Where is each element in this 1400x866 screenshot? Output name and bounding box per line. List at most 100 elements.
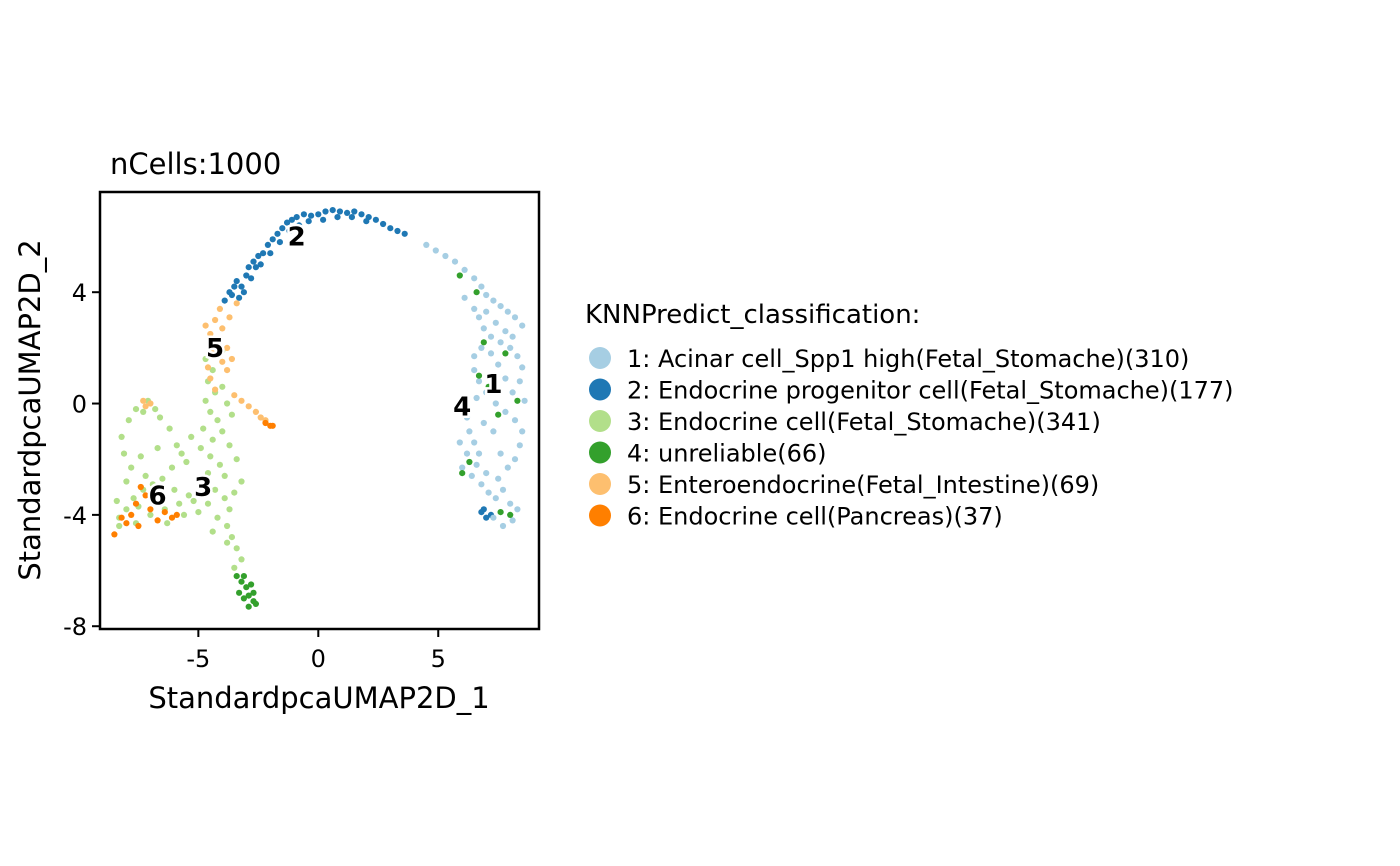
data-point-cluster-2 — [300, 211, 307, 218]
y-tick-label: 4 — [72, 279, 87, 307]
data-point-cluster-3 — [171, 486, 178, 493]
data-point-cluster-1 — [461, 266, 468, 273]
data-point-cluster-1 — [492, 319, 499, 326]
cluster-label-4: 4 — [453, 392, 471, 422]
data-point-cluster-1 — [463, 450, 471, 457]
data-point-cluster-1 — [516, 442, 523, 449]
data-point-cluster-3 — [118, 433, 125, 440]
data-point-cluster-3 — [233, 545, 240, 552]
data-point-cluster-2 — [284, 219, 291, 226]
y-axis: -8 -4 0 4 — [63, 279, 100, 641]
data-point-cluster-1 — [459, 464, 466, 471]
data-point-cluster-2 — [240, 289, 247, 296]
cluster-label-5: 5 — [206, 334, 224, 364]
data-point-cluster-3 — [137, 453, 144, 460]
data-point-cluster-1 — [475, 314, 483, 321]
data-point-cluster-5 — [224, 344, 231, 351]
legend-title: KNNPredict_classification: — [585, 300, 920, 330]
data-point-cluster-4 — [238, 578, 245, 585]
data-point-cluster-3 — [190, 497, 197, 505]
data-point-cluster-3 — [168, 464, 176, 471]
data-point-cluster-6 — [118, 514, 125, 521]
y-tick-label: -4 — [63, 502, 87, 530]
legend-key — [589, 378, 611, 401]
data-point-cluster-2 — [315, 211, 322, 218]
data-point-cluster-3 — [188, 433, 195, 440]
data-point-cluster-2 — [394, 227, 401, 235]
data-point-cluster-3 — [238, 478, 245, 485]
data-point-cluster-2 — [228, 291, 235, 299]
data-point-cluster-3 — [176, 500, 183, 507]
data-point-cluster-4 — [514, 397, 521, 404]
data-point-cluster-1 — [478, 283, 485, 290]
data-point-cluster-2 — [293, 214, 300, 221]
cluster-label-6: 6 — [149, 481, 167, 511]
data-point-cluster-5 — [140, 397, 147, 404]
data-point-cluster-4 — [252, 600, 259, 608]
data-point-cluster-3 — [123, 478, 130, 485]
data-point-cluster-1 — [502, 408, 509, 415]
data-point-cluster-1 — [485, 489, 492, 496]
data-point-cluster-3 — [140, 408, 147, 415]
data-point-cluster-3 — [228, 534, 235, 541]
data-point-cluster-6 — [269, 422, 276, 429]
data-point-cluster-1 — [432, 247, 439, 254]
data-point-cluster-5 — [216, 305, 223, 312]
data-point-cluster-2 — [348, 214, 355, 221]
data-point-cluster-3 — [195, 508, 202, 516]
data-point-cluster-1 — [475, 450, 483, 457]
data-point-cluster-2 — [358, 211, 365, 218]
data-point-cluster-5 — [228, 355, 235, 363]
data-point-cluster-2 — [320, 216, 327, 223]
legend-label: 4: unreliable(66) — [627, 440, 827, 468]
data-point-cluster-3 — [128, 464, 135, 471]
data-point-cluster-2 — [344, 209, 351, 216]
data-point-cluster-4 — [243, 584, 250, 591]
data-point-cluster-4 — [485, 383, 492, 390]
data-point-cluster-2 — [233, 278, 240, 285]
data-point-cluster-4 — [240, 573, 247, 580]
data-point-cluster-3 — [204, 470, 212, 477]
data-point-cluster-3 — [178, 450, 185, 457]
data-point-cluster-1 — [509, 389, 516, 396]
data-point-cluster-3 — [209, 367, 216, 374]
data-point-cluster-3 — [166, 425, 173, 432]
data-point-cluster-2 — [260, 250, 267, 257]
data-point-cluster-1 — [473, 394, 480, 402]
data-point-cluster-4 — [233, 573, 240, 580]
data-point-cluster-2 — [269, 236, 276, 243]
data-point-cluster-1 — [490, 514, 497, 521]
data-point-cluster-3 — [224, 400, 231, 407]
data-point-cluster-1 — [461, 294, 468, 301]
x-tick-label: 0 — [311, 645, 326, 673]
data-point-cluster-2 — [296, 222, 303, 229]
data-point-cluster-2 — [248, 275, 255, 282]
data-point-cluster-5 — [231, 392, 238, 399]
data-point-cluster-1 — [516, 378, 523, 385]
data-point-cluster-1 — [497, 303, 504, 310]
data-point-cluster-4 — [473, 289, 480, 296]
data-point-cluster-1 — [509, 333, 516, 340]
data-point-cluster-1 — [456, 439, 463, 446]
data-point-cluster-6 — [168, 514, 176, 521]
data-point-cluster-3 — [123, 506, 130, 513]
plot-panel-border — [98, 190, 541, 631]
data-point-cluster-1 — [483, 291, 490, 299]
data-point-cluster-5 — [214, 339, 221, 346]
data-point-cluster-1 — [521, 397, 528, 404]
data-point-cluster-1 — [507, 500, 514, 507]
data-point-cluster-1 — [495, 361, 502, 368]
data-point-cluster-3 — [226, 506, 233, 513]
data-point-cluster-2 — [351, 208, 358, 215]
data-point-cluster-1 — [483, 389, 490, 396]
data-point-cluster-2 — [245, 264, 252, 271]
data-point-cluster-3 — [231, 489, 238, 496]
data-point-cluster-3 — [202, 397, 209, 404]
x-tick-label: -5 — [186, 645, 210, 673]
legend-key — [589, 410, 611, 432]
data-point-cluster-3 — [219, 428, 226, 435]
legend-entries: 1: Acinar cell_Spp1 high(Fetal_Stomache)… — [589, 345, 1234, 531]
data-point-cluster-6 — [147, 506, 154, 513]
data-point-cluster-6 — [135, 522, 142, 530]
data-point-cluster-1 — [509, 517, 516, 524]
